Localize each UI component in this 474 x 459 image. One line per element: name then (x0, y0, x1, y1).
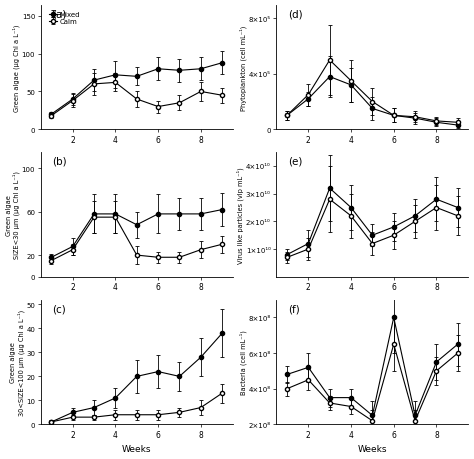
X-axis label: Weeks: Weeks (357, 444, 387, 453)
Text: (c): (c) (52, 304, 66, 313)
Y-axis label: Bacteria (cell mL⁻¹): Bacteria (cell mL⁻¹) (240, 330, 247, 395)
Text: (a): (a) (52, 9, 67, 19)
Y-axis label: Phytoplankton (cell mL⁻¹): Phytoplankton (cell mL⁻¹) (240, 25, 247, 110)
Y-axis label: Green algae (μg Chl a L⁻¹): Green algae (μg Chl a L⁻¹) (13, 24, 20, 112)
Legend: Mixed, Calm: Mixed, Calm (48, 11, 80, 26)
Y-axis label: Green algae
SIZE<30 μm (μg Chl a L⁻¹): Green algae SIZE<30 μm (μg Chl a L⁻¹) (6, 171, 20, 259)
Text: (d): (d) (288, 9, 302, 19)
Y-axis label: Green algae
30<SIZE<100 μm (μg Chl a L⁻¹): Green algae 30<SIZE<100 μm (μg Chl a L⁻¹… (10, 309, 25, 415)
Text: (f): (f) (288, 304, 300, 313)
Y-axis label: Virus like particles (vlp mL⁻¹): Virus like particles (vlp mL⁻¹) (237, 167, 245, 263)
Text: (e): (e) (288, 157, 302, 167)
X-axis label: Weeks: Weeks (122, 444, 152, 453)
Text: (b): (b) (52, 157, 67, 167)
